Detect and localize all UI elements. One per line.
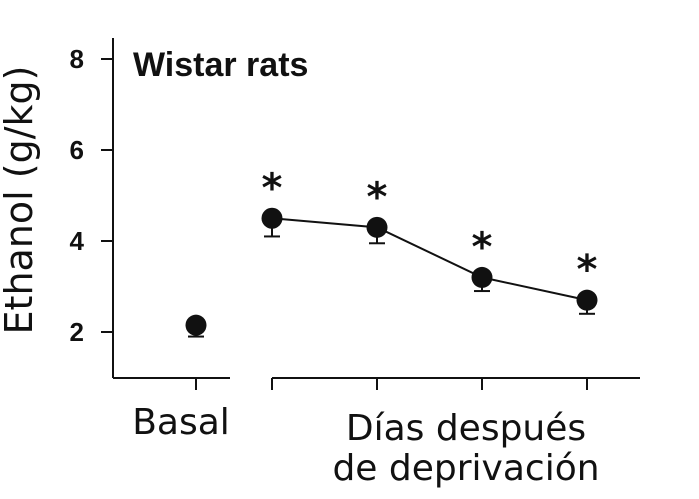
x-category-label-line: de deprivación [332,448,599,489]
axes: 2 4 6 8 Basal Días después de deprivación [70,38,640,489]
x-category-label-days: Días después de deprivación [332,408,599,489]
significance-star: * [367,174,388,220]
y-axis-label: Ethanol (g/kg) [0,66,41,335]
significance-star: * [262,165,283,211]
chart-title: Wistar rats [133,46,308,84]
data-point [185,314,207,336]
chart-marks: * * * * [185,165,598,338]
significance-star: * [577,247,598,293]
data-point [366,216,388,238]
y-tick-label: 6 [70,135,84,165]
significance-star: * [472,224,493,270]
data-point [261,207,283,229]
y-tick-label: 2 [70,317,84,347]
y-tick-label: 8 [70,44,84,74]
y-tick-label: 4 [70,226,85,256]
data-point [471,266,493,288]
x-category-label-line: Días después [346,408,586,449]
series-line [271,217,588,302]
x-category-label-basal: Basal [132,402,230,443]
data-point [576,289,598,311]
